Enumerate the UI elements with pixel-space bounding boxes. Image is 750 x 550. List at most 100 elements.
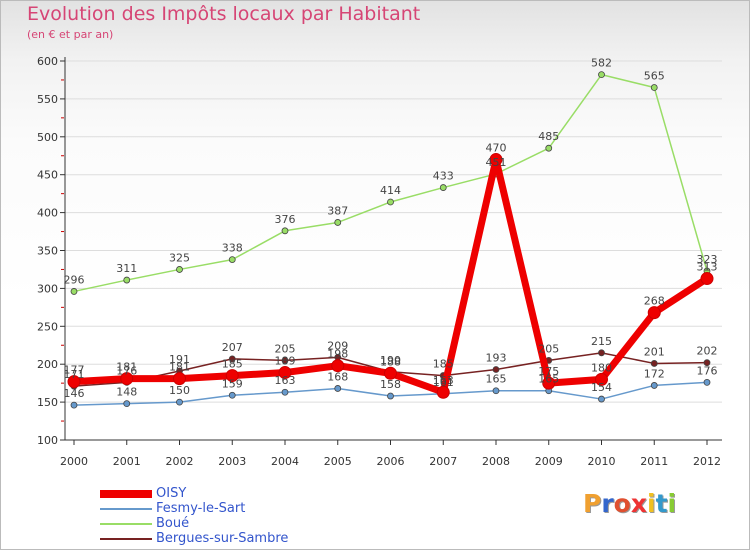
data-point-bou- xyxy=(545,144,553,152)
data-point-fesmy-le-sart xyxy=(334,385,342,392)
y-tick-label: 250 xyxy=(37,320,58,333)
logo-letter: r xyxy=(601,489,614,518)
data-label-fesmy-le-sart: 168 xyxy=(327,370,348,383)
data-point-fesmy-le-sart xyxy=(703,378,711,386)
legend-item: Bergues-sur-Sambre xyxy=(100,531,288,546)
x-tick-label: 2001 xyxy=(113,455,141,468)
data-label-bergues-sur-sambre: 209 xyxy=(327,339,348,352)
x-tick-label: 2004 xyxy=(271,455,299,468)
data-point-bou- xyxy=(334,219,342,226)
legend-swatch xyxy=(100,522,152,525)
data-label-bergues-sur-sambre: 171 xyxy=(64,368,85,381)
data-label-bou-: 338 xyxy=(222,242,243,255)
data-point-bergues-sur-sambre xyxy=(228,355,236,363)
data-point-oisy xyxy=(542,376,556,390)
data-label-oisy: 470 xyxy=(486,142,507,155)
data-label-fesmy-le-sart: 148 xyxy=(116,386,137,399)
data-label-oisy: 181 xyxy=(116,361,137,374)
data-label-bergues-sur-sambre: 191 xyxy=(169,353,190,366)
data-label-fesmy-le-sart: 154 xyxy=(591,381,612,394)
data-label-fesmy-le-sart: 146 xyxy=(64,387,85,400)
x-tick-label: 2009 xyxy=(535,455,563,468)
data-label-bou-: 296 xyxy=(64,273,85,286)
y-tick-label: 100 xyxy=(37,434,58,447)
data-label-fesmy-le-sart: 165 xyxy=(486,373,507,386)
y-tick-label: 300 xyxy=(37,282,58,295)
data-point-bergues-sur-sambre xyxy=(650,360,658,367)
legend-swatch xyxy=(100,507,152,510)
data-point-bou- xyxy=(387,198,394,206)
data-point-oisy xyxy=(595,372,608,386)
logo-letter: x xyxy=(630,489,647,518)
data-point-bou- xyxy=(228,256,236,263)
data-label-oisy: 268 xyxy=(644,295,665,308)
data-label-bergues-sur-sambre: 215 xyxy=(591,335,612,348)
data-point-fesmy-le-sart xyxy=(228,391,236,399)
data-label-bou-: 325 xyxy=(169,251,190,264)
data-point-bergues-sur-sambre xyxy=(281,357,289,364)
y-tick-label: 400 xyxy=(37,207,58,220)
y-tick-label: 200 xyxy=(37,358,58,371)
data-label-bergues-sur-sambre: 193 xyxy=(486,352,507,365)
data-point-fesmy-le-sart xyxy=(281,388,289,396)
data-label-bergues-sur-sambre: 202 xyxy=(697,345,718,358)
data-label-bou-: 451 xyxy=(486,156,507,169)
x-tick-label: 2006 xyxy=(377,455,405,468)
x-tick-label: 2002 xyxy=(166,455,194,468)
data-label-fesmy-le-sart: 158 xyxy=(380,378,401,391)
data-point-oisy xyxy=(700,272,714,286)
data-point-oisy xyxy=(647,306,661,320)
legend-swatch xyxy=(100,537,152,540)
data-point-oisy xyxy=(173,372,186,386)
data-label-oisy: 163 xyxy=(433,374,454,387)
y-tick-label: 150 xyxy=(37,396,58,409)
data-point-fesmy-le-sart xyxy=(123,400,131,408)
legend-item: Boué xyxy=(100,516,189,531)
logo-letter: P xyxy=(583,489,602,518)
data-point-bou- xyxy=(70,288,78,295)
data-point-bou- xyxy=(281,227,289,235)
data-point-bou- xyxy=(123,276,131,284)
data-label-bergues-sur-sambre: 207 xyxy=(222,341,243,354)
data-label-oisy: 181 xyxy=(169,361,190,374)
data-point-bou- xyxy=(598,71,605,79)
data-label-bergues-sur-sambre: 190 xyxy=(380,354,401,367)
data-label-bergues-sur-sambre: 205 xyxy=(538,342,559,355)
x-tick-label: 2011 xyxy=(640,455,668,468)
data-label-oisy: 175 xyxy=(538,365,559,378)
data-point-fesmy-le-sart xyxy=(598,395,605,403)
data-label-fesmy-le-sart: 172 xyxy=(644,367,665,380)
y-tick-label: 550 xyxy=(37,93,58,106)
logo-letter: i xyxy=(667,489,677,518)
data-point-fesmy-le-sart xyxy=(387,392,394,400)
data-label-bou-: 311 xyxy=(116,262,137,275)
logo-letter: t xyxy=(655,489,668,518)
data-point-bou- xyxy=(176,266,183,273)
data-point-oisy xyxy=(331,359,345,373)
data-label-oisy: 185 xyxy=(222,358,243,371)
data-label-fesmy-le-sart: 159 xyxy=(222,377,243,390)
data-label-oisy: 198 xyxy=(327,348,348,361)
legend-label: Bergues-sur-Sambre xyxy=(156,531,289,546)
y-tick-label: 600 xyxy=(37,55,58,68)
data-point-fesmy-le-sart xyxy=(70,401,78,409)
data-label-oisy: 188 xyxy=(380,355,401,368)
legend-swatch xyxy=(100,489,152,498)
data-label-fesmy-le-sart: 163 xyxy=(275,374,296,387)
data-point-oisy xyxy=(489,153,503,167)
data-point-bou- xyxy=(650,84,658,91)
data-label-bou-: 387 xyxy=(327,204,348,217)
chart-title: Evolution des Impôts locaux par Habitant xyxy=(27,3,421,25)
y-tick-label: 450 xyxy=(37,169,58,182)
x-tick-label: 2003 xyxy=(218,455,246,468)
data-point-bergues-sur-sambre xyxy=(598,349,605,357)
legend-label: OISY xyxy=(156,486,187,501)
data-label-bergues-sur-sambre: 205 xyxy=(275,342,296,355)
data-label-fesmy-le-sart: 161 xyxy=(433,376,454,389)
legend-item: OISY xyxy=(100,486,186,501)
data-point-fesmy-le-sart xyxy=(492,387,500,395)
data-point-oisy xyxy=(384,366,397,380)
data-label-bergues-sur-sambre: 185 xyxy=(433,358,454,371)
data-label-bou-: 414 xyxy=(380,184,401,197)
data-label-bergues-sur-sambre: 201 xyxy=(644,345,665,358)
